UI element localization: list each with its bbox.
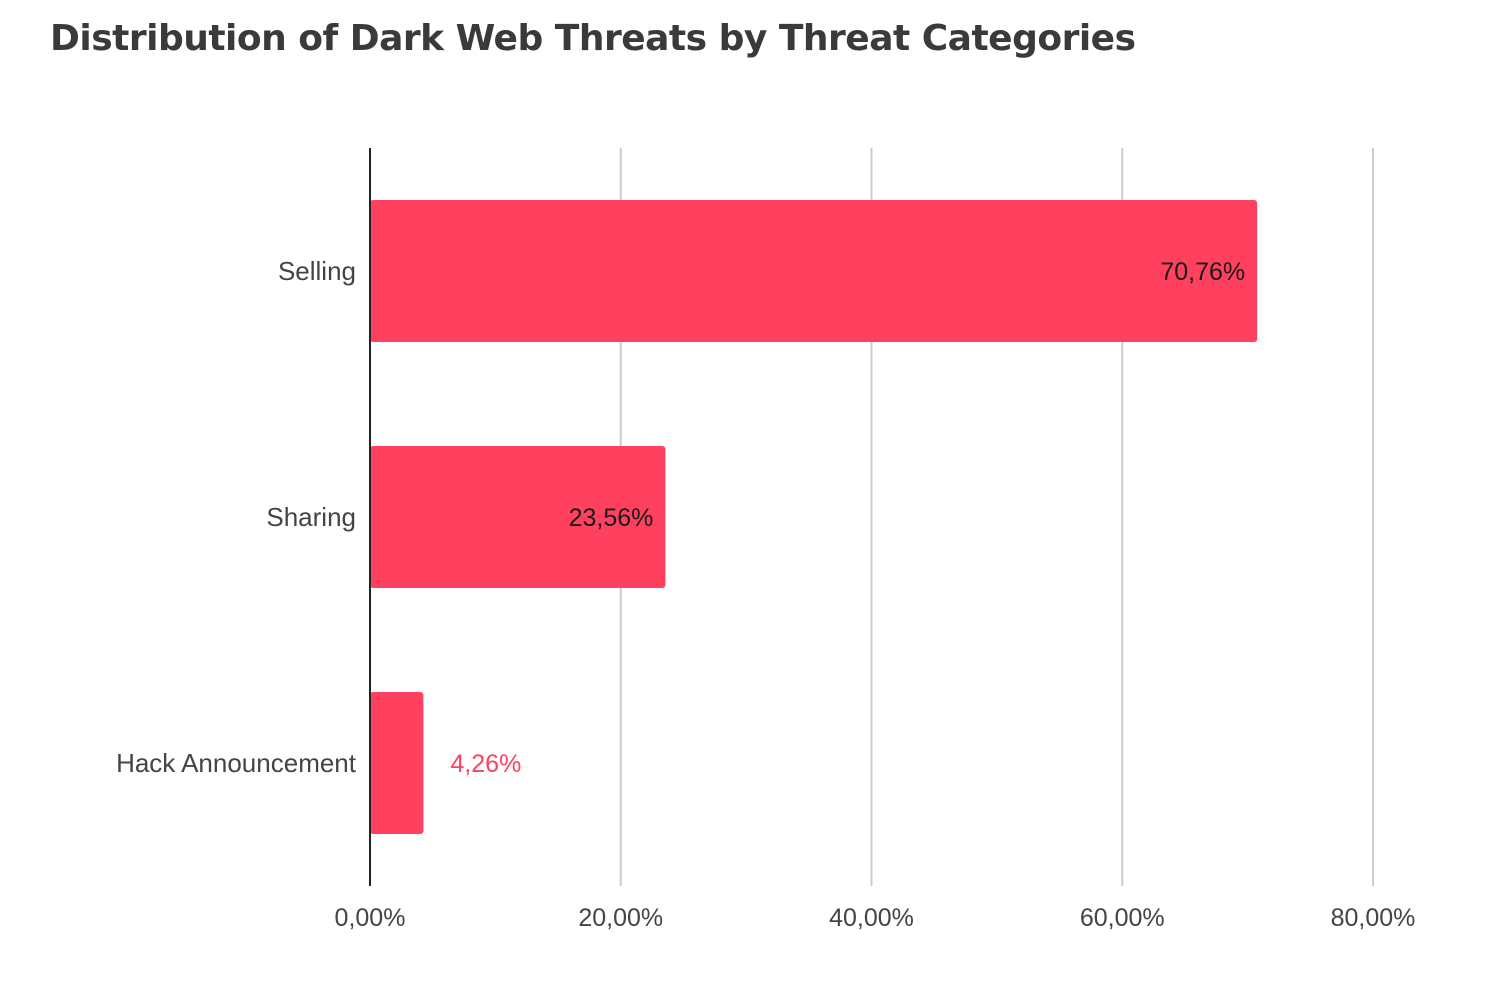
category-label: Selling <box>278 256 356 286</box>
data-label: 70,76% <box>1160 258 1245 286</box>
data-label: 23,56% <box>569 504 654 532</box>
bar-sharing <box>370 446 666 588</box>
x-tick-label: 40,00% <box>829 904 914 932</box>
x-tick-label: 60,00% <box>1080 904 1165 932</box>
bar-hack-announcement <box>370 692 424 834</box>
x-tick-label: 80,00% <box>1331 904 1416 932</box>
bars <box>370 200 1258 834</box>
category-label: Sharing <box>266 502 356 532</box>
x-tick-label: 0,00% <box>335 904 406 932</box>
chart-title: Distribution of Dark Web Threats by Thre… <box>50 18 1136 59</box>
data-label: 4,26% <box>450 750 521 778</box>
x-tick-label: 20,00% <box>578 904 663 932</box>
labels: 0,00% 20,00% 40,00% 60,00% 80,00% Selling 70,7… <box>116 256 1415 932</box>
bar-selling <box>370 200 1258 342</box>
category-label: Hack Announcement <box>116 748 357 778</box>
